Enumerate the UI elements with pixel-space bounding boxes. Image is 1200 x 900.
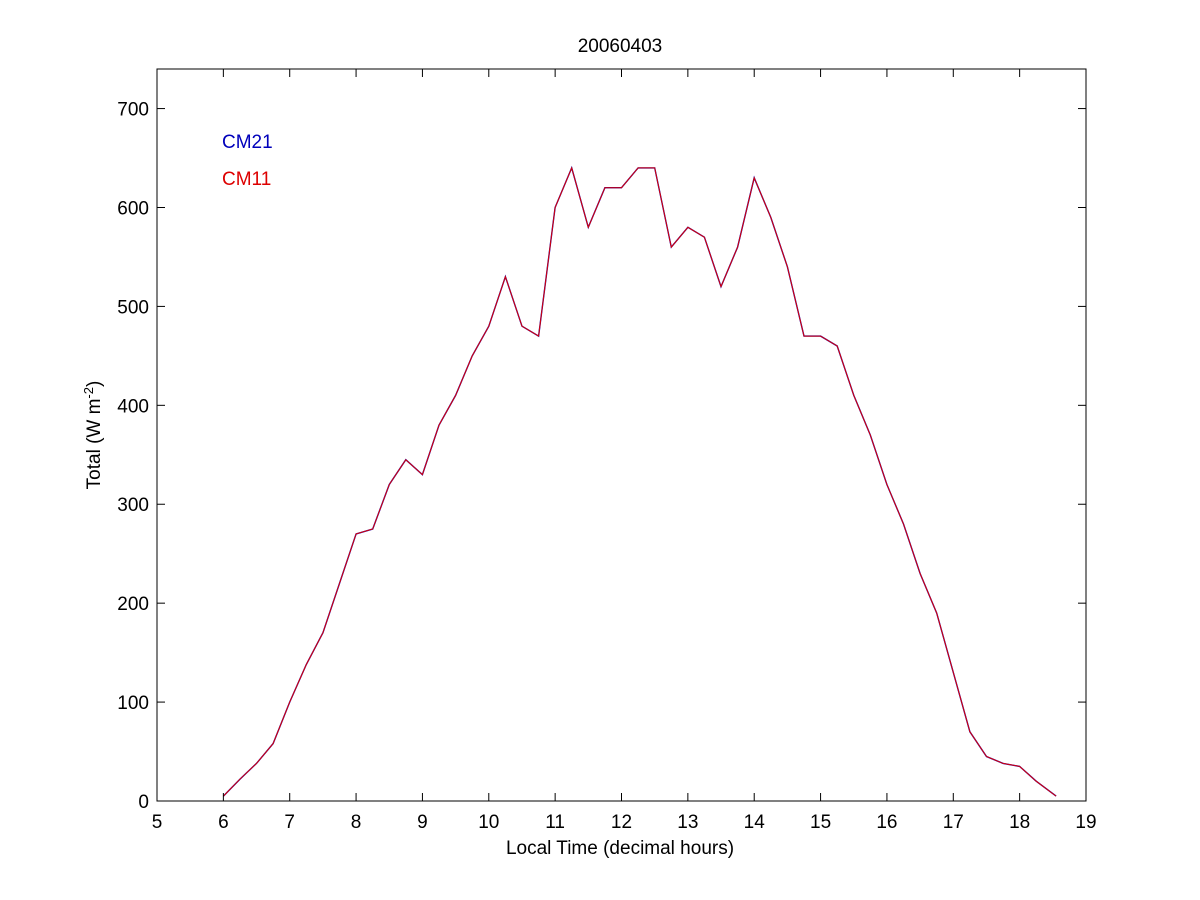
x-tick-label: 10 [478, 812, 499, 833]
y-tick-label: 400 [117, 396, 149, 417]
series-line-cm11 [223, 166, 1057, 797]
y-tick-label: 700 [117, 100, 149, 121]
y-tick-label: 500 [117, 297, 149, 318]
x-tick-label: 7 [284, 812, 295, 833]
x-axis-label: Local Time (decimal hours) [506, 838, 734, 859]
legend-entry-cm11: CM11 [222, 169, 271, 190]
chart-title: 20060403 [578, 36, 663, 57]
y-axis-label-close: ) [84, 381, 105, 387]
y-axis-label-main: Total (W m [84, 399, 105, 490]
x-tick-label: 16 [876, 812, 897, 833]
x-tick-label: 13 [677, 812, 698, 833]
y-tick-label: 200 [117, 594, 149, 615]
x-tick-label: 8 [351, 812, 362, 833]
x-tick-label: 6 [218, 812, 229, 833]
x-tick-label: 14 [744, 812, 766, 833]
plot-frame [156, 68, 1087, 802]
y-axis-label: Total (W m-2) [81, 381, 106, 490]
y-axis-label-exponent: -2 [81, 387, 96, 399]
x-tick-label: 12 [611, 812, 632, 833]
y-axis: 0 100 200 300 400 500 600 700 [117, 100, 1086, 813]
x-axis: 5 6 7 8 9 10 11 12 13 14 15 16 17 18 19 [152, 69, 1097, 833]
legend-entry-cm21: CM21 [222, 132, 273, 153]
y-tick-label: 600 [117, 198, 149, 219]
x-tick-label: 17 [943, 812, 964, 833]
x-tick-label: 18 [1009, 812, 1030, 833]
y-tick-label: 100 [117, 693, 149, 714]
y-tick-label: 0 [138, 792, 149, 813]
x-tick-label: 15 [810, 812, 831, 833]
x-tick-label: 19 [1075, 812, 1096, 833]
series-line-cm21 [222, 165, 1057, 797]
x-tick-label: 11 [545, 812, 565, 833]
legend: CM21 CM11 [222, 132, 273, 190]
series-layer [222, 165, 1057, 797]
y-tick-label: 300 [117, 495, 149, 516]
x-tick-label: 5 [152, 812, 163, 833]
x-tick-label: 9 [417, 812, 428, 833]
